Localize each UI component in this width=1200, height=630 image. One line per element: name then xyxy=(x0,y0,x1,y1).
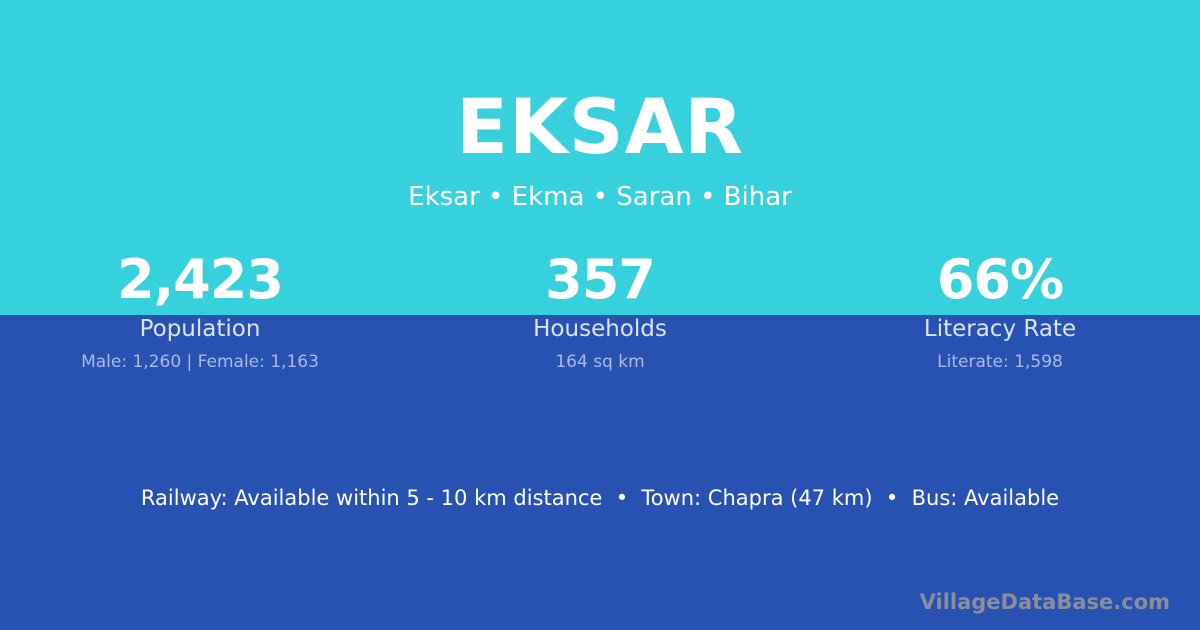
stat-population: 2,423 Population Male: 1,260 | Female: 1… xyxy=(0,248,400,373)
watermark-logo: VillageDataBase.com xyxy=(919,590,1170,614)
stat-households: 357 Households 164 sq km xyxy=(400,248,800,373)
village-title: EKSAR xyxy=(456,82,744,171)
stat-literacy: 66% Literacy Rate Literate: 1,598 xyxy=(800,248,1200,373)
stat-label: Literacy Rate xyxy=(923,316,1077,342)
stat-value: 2,423 xyxy=(117,248,284,311)
stats-band xyxy=(0,315,1200,630)
stat-label: Households xyxy=(533,316,667,342)
stat-label: Population xyxy=(139,316,261,342)
stat-detail: 164 sq km xyxy=(555,352,645,372)
location-breadcrumb: Eksar • Ekma • Saran • Bihar xyxy=(408,182,792,212)
stat-detail: Male: 1,260 | Female: 1,163 xyxy=(81,352,319,372)
stat-value: 357 xyxy=(545,248,656,311)
stat-value: 66% xyxy=(936,248,1064,311)
connectivity-info: Railway: Available within 5 - 10 km dist… xyxy=(140,486,1060,510)
header-band xyxy=(0,0,1200,315)
stat-detail: Literate: 1,598 xyxy=(937,352,1063,372)
